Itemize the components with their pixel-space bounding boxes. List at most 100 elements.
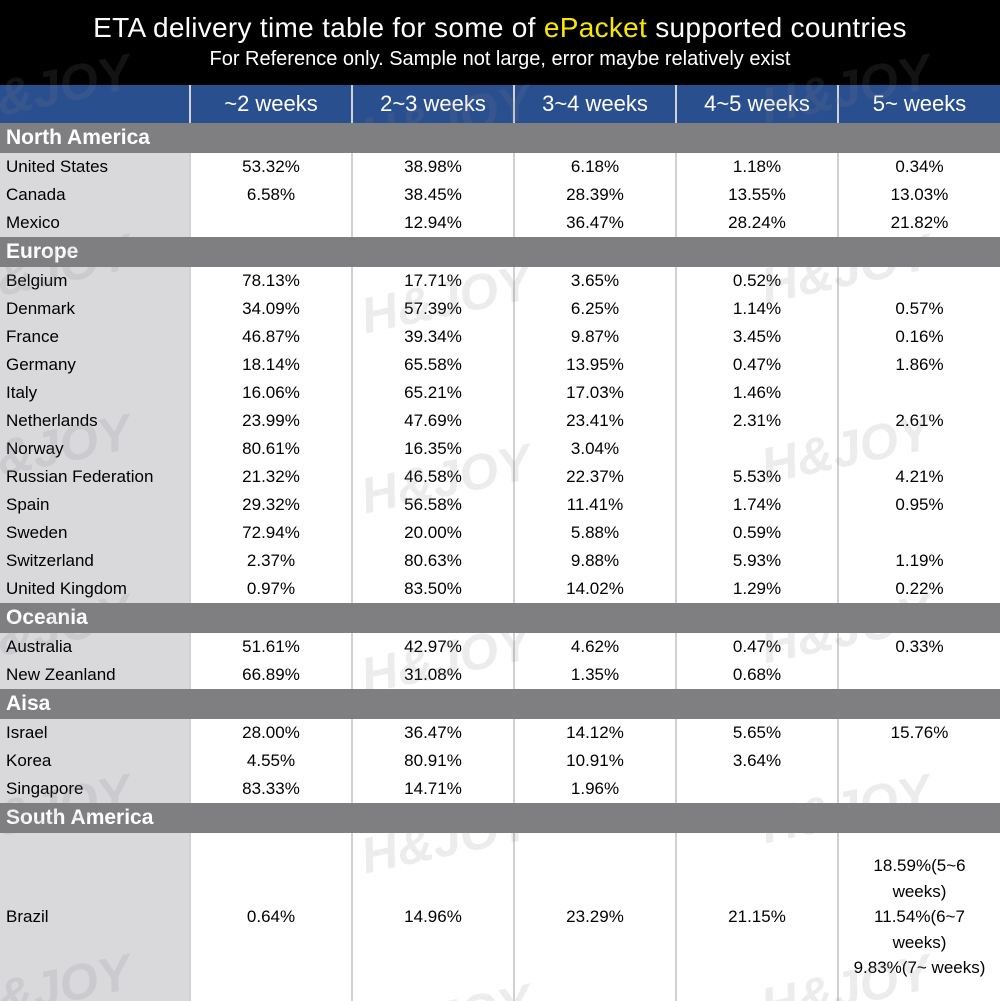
cell: 2.61% <box>838 407 1000 435</box>
cell: 46.58% <box>352 463 514 491</box>
cell: 36.47% <box>352 719 514 747</box>
col-header: 4~5 weeks <box>676 85 838 123</box>
cell: 14.96% <box>352 833 514 1001</box>
cell: 21.32% <box>190 463 352 491</box>
table-row: Switzerland2.37%80.63%9.88%5.93%1.19% <box>0 547 1000 575</box>
cell: 13.03% <box>838 181 1000 209</box>
eta-table: ~2 weeks2~3 weeks3~4 weeks4~5 weeks5~ we… <box>0 85 1000 1001</box>
row-label: Switzerland <box>0 547 190 575</box>
cell: 72.94% <box>190 519 352 547</box>
row-label: Mexico <box>0 209 190 237</box>
cell: 47.69% <box>352 407 514 435</box>
table-row: Norway80.61%16.35%3.04% <box>0 435 1000 463</box>
cell: 0.52% <box>676 267 838 295</box>
cell: 11.41% <box>514 491 676 519</box>
row-label: Sweden <box>0 519 190 547</box>
cell: 17.03% <box>514 379 676 407</box>
cell: 2.31% <box>676 407 838 435</box>
region-row: North America <box>0 123 1000 153</box>
cell <box>838 267 1000 295</box>
cell: 39.34% <box>352 323 514 351</box>
cell <box>838 661 1000 689</box>
cell <box>838 775 1000 803</box>
row-label: Brazil <box>0 833 190 1001</box>
region-label: North America <box>0 123 1000 153</box>
region-label: Europe <box>0 237 1000 267</box>
table-row: Singapore83.33%14.71%1.96% <box>0 775 1000 803</box>
col-header: 3~4 weeks <box>514 85 676 123</box>
cell: 14.02% <box>514 575 676 603</box>
cell: 20.00% <box>352 519 514 547</box>
cell: 4.62% <box>514 633 676 661</box>
region-label: South America <box>0 803 1000 833</box>
cell: 56.58% <box>352 491 514 519</box>
table-row: Sweden72.94%20.00%5.88%0.59% <box>0 519 1000 547</box>
cell: 80.63% <box>352 547 514 575</box>
cell: 12.94% <box>352 209 514 237</box>
cell: 5.93% <box>676 547 838 575</box>
col-header: 5~ weeks <box>838 85 1000 123</box>
table-row: Belgium78.13%17.71%3.65%0.52% <box>0 267 1000 295</box>
cell: 13.55% <box>676 181 838 209</box>
cell: 0.33% <box>838 633 1000 661</box>
table-row: Germany18.14%65.58%13.95%0.47%1.86% <box>0 351 1000 379</box>
table-row: United Kingdom0.97%83.50%14.02%1.29%0.22… <box>0 575 1000 603</box>
cell: 3.04% <box>514 435 676 463</box>
cell: 0.47% <box>676 351 838 379</box>
row-label: Korea <box>0 747 190 775</box>
table-head-row: ~2 weeks2~3 weeks3~4 weeks4~5 weeks5~ we… <box>0 85 1000 123</box>
row-label: Italy <box>0 379 190 407</box>
cell: 1.18% <box>676 153 838 181</box>
cell: 21.15% <box>676 833 838 1001</box>
cell: 6.18% <box>514 153 676 181</box>
cell <box>190 209 352 237</box>
cell: 21.82% <box>838 209 1000 237</box>
region-row: South America <box>0 803 1000 833</box>
table-row: Italy16.06%65.21%17.03%1.46% <box>0 379 1000 407</box>
table-row: Canada6.58%38.45%28.39%13.55%13.03% <box>0 181 1000 209</box>
title-accent: ePacket <box>544 12 647 43</box>
cell: 4.21% <box>838 463 1000 491</box>
cell: 65.21% <box>352 379 514 407</box>
cell: 28.00% <box>190 719 352 747</box>
cell: 0.34% <box>838 153 1000 181</box>
cell: 13.95% <box>514 351 676 379</box>
region-label: Aisa <box>0 689 1000 719</box>
region-label: Oceania <box>0 603 1000 633</box>
cell: 65.58% <box>352 351 514 379</box>
cell: 0.95% <box>838 491 1000 519</box>
cell: 5.53% <box>676 463 838 491</box>
row-label: Denmark <box>0 295 190 323</box>
cell: 14.71% <box>352 775 514 803</box>
table-row: New Zeanland66.89%31.08%1.35%0.68% <box>0 661 1000 689</box>
cell: 1.14% <box>676 295 838 323</box>
cell <box>676 435 838 463</box>
cell: 3.65% <box>514 267 676 295</box>
cell: 18.59%(5~6 weeks)11.54%(6~7 weeks)9.83%(… <box>838 833 1000 1001</box>
cell: 10.91% <box>514 747 676 775</box>
region-row: Europe <box>0 237 1000 267</box>
row-label: Spain <box>0 491 190 519</box>
cell: 6.25% <box>514 295 676 323</box>
row-label: Russian Federation <box>0 463 190 491</box>
table-row: Korea4.55%80.91%10.91%3.64% <box>0 747 1000 775</box>
row-label: Norway <box>0 435 190 463</box>
cell: 16.35% <box>352 435 514 463</box>
cell: 0.16% <box>838 323 1000 351</box>
page-subtitle: For Reference only. Sample not large, er… <box>10 48 990 71</box>
cell: 0.57% <box>838 295 1000 323</box>
cell: 23.29% <box>514 833 676 1001</box>
cell: 16.06% <box>190 379 352 407</box>
cell: 29.32% <box>190 491 352 519</box>
cell: 51.61% <box>190 633 352 661</box>
cell: 57.39% <box>352 295 514 323</box>
page-title: ETA delivery time table for some of ePac… <box>10 12 990 44</box>
cell: 3.45% <box>676 323 838 351</box>
cell: 0.47% <box>676 633 838 661</box>
title-pre: ETA delivery time table for some of <box>93 12 544 43</box>
row-label: France <box>0 323 190 351</box>
cell: 23.41% <box>514 407 676 435</box>
cell: 6.58% <box>190 181 352 209</box>
row-label: New Zeanland <box>0 661 190 689</box>
cell: 2.37% <box>190 547 352 575</box>
